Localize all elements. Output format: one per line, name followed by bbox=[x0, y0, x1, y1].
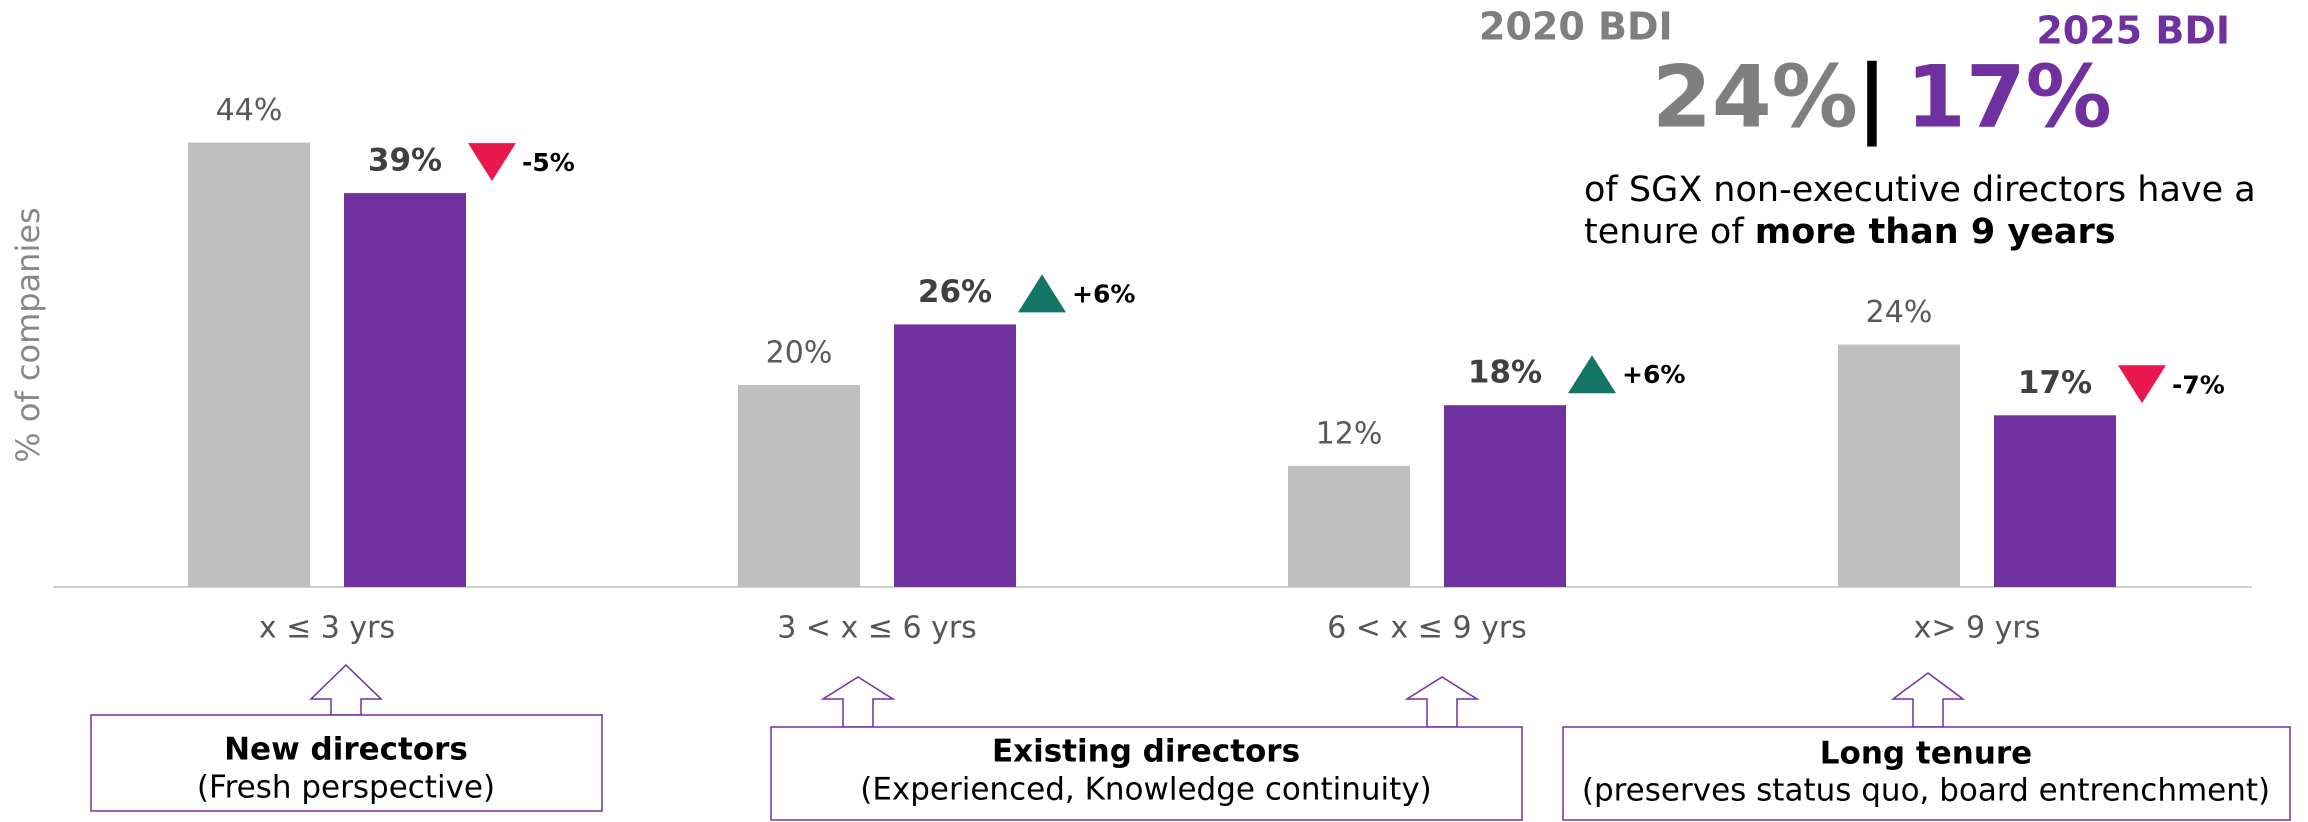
bar bbox=[1994, 415, 2116, 587]
change-marker bbox=[2118, 365, 2166, 404]
x-tick-label: x ≤ 3 yrs bbox=[259, 611, 395, 646]
change-marker bbox=[1568, 355, 1616, 394]
headline-text: of SGX non-executive directors have a bbox=[1584, 170, 2256, 210]
value-label: 26% bbox=[918, 274, 992, 310]
bar bbox=[1444, 405, 1566, 587]
y-axis-label: % of companies bbox=[9, 207, 47, 462]
value-label: 44% bbox=[216, 93, 283, 128]
headline-separator: | bbox=[1856, 47, 1887, 147]
arrow bbox=[1890, 672, 1966, 728]
bar bbox=[738, 385, 860, 587]
box bbox=[90, 714, 603, 812]
box-title: Long tenure bbox=[1820, 736, 2032, 772]
box-title: Existing directors bbox=[992, 734, 1300, 770]
box-subtitle: (Experienced, Knowledge continuity) bbox=[860, 772, 1432, 808]
change-marker bbox=[468, 143, 516, 182]
value-label: 12% bbox=[1316, 416, 1383, 451]
legend-2025: 2025 BDI bbox=[2036, 9, 2230, 53]
change-label: -5% bbox=[522, 148, 575, 177]
x-tick-label: 3 < x ≤ 6 yrs bbox=[777, 611, 977, 646]
headline-bold: more than 9 years bbox=[1755, 212, 2116, 252]
headline-left: 24% bbox=[1652, 47, 1858, 147]
box-subtitle: (preserves status quo, board entrenchmen… bbox=[1582, 773, 2270, 809]
value-label: 39% bbox=[368, 143, 442, 179]
box-subtitle: (Fresh perspective) bbox=[197, 770, 495, 806]
bar bbox=[894, 324, 1016, 587]
arrow bbox=[820, 676, 896, 728]
headline-right: 17% bbox=[1906, 47, 2112, 147]
box bbox=[1562, 726, 2291, 821]
x-tick-label: x> 9 yrs bbox=[1914, 611, 2041, 646]
x-tick-label: 6 < x ≤ 9 yrs bbox=[1327, 611, 1527, 646]
headline-text: tenure of bbox=[1584, 212, 1755, 252]
legend-2020: 2020 BDI bbox=[1479, 5, 1673, 49]
change-label: +6% bbox=[1072, 279, 1135, 308]
change-label: -7% bbox=[2172, 370, 2225, 399]
value-label: 18% bbox=[1468, 355, 1542, 391]
box bbox=[770, 726, 1523, 821]
arrow bbox=[1404, 676, 1480, 728]
change-label: +6% bbox=[1622, 360, 1685, 389]
value-label: 24% bbox=[1866, 295, 1933, 330]
bar bbox=[188, 142, 310, 587]
value-label: 17% bbox=[2018, 365, 2092, 401]
bar bbox=[1838, 344, 1960, 587]
box-title: New directors bbox=[224, 732, 468, 768]
arrow bbox=[309, 663, 383, 716]
value-label: 20% bbox=[766, 336, 833, 371]
change-marker bbox=[1018, 274, 1066, 313]
headline-text: tenure of more than 9 years bbox=[1584, 212, 2116, 252]
bar bbox=[1288, 465, 1410, 587]
bar bbox=[344, 193, 466, 587]
